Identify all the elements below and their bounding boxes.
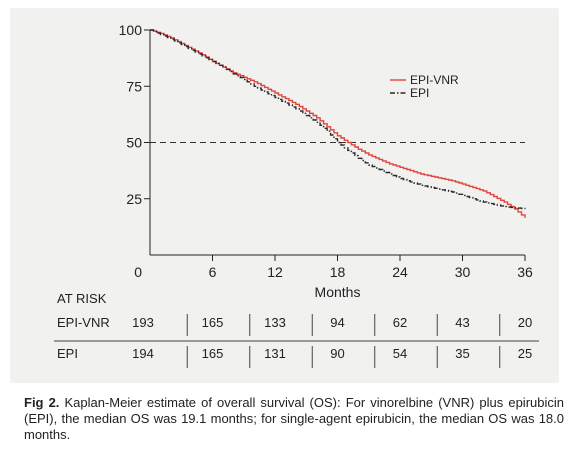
at-risk-value: 193 bbox=[132, 315, 154, 330]
caption-text: Kaplan-Meier estimate of overall surviva… bbox=[24, 395, 564, 442]
x-tick-label-36: 36 bbox=[517, 264, 533, 280]
at-risk-value: 35 bbox=[455, 346, 469, 361]
at-risk-value: 131 bbox=[264, 346, 286, 361]
x-axis-title: Months bbox=[315, 284, 361, 300]
figure-panel: 25 50 75 100 0 6 12 18 24 30 36 Months EPI-VNR EPI A… bbox=[10, 8, 559, 383]
at-risk-table: AT RISK EPI-VNR 193 165 133 94 62 43 20 EPI 194 165… bbox=[54, 291, 539, 368]
caption-label: Fig 2. bbox=[24, 395, 60, 410]
legend-label-epi-vnr: EPI-VNR bbox=[410, 73, 459, 87]
y-tick-label-100: 100 bbox=[119, 22, 143, 38]
y-tick-label-75: 75 bbox=[126, 78, 142, 94]
y-tick-label-50: 50 bbox=[126, 135, 142, 151]
at-risk-value: 165 bbox=[202, 315, 224, 330]
x-tick-label-30: 30 bbox=[455, 264, 471, 280]
x-tick-label-0: 0 bbox=[134, 264, 142, 280]
at-risk-value: 94 bbox=[330, 315, 344, 330]
y-tick-label-25: 25 bbox=[126, 191, 142, 207]
at-risk-value: 133 bbox=[264, 315, 286, 330]
at-risk-row-label: EPI-VNR bbox=[57, 315, 110, 330]
at-risk-title: AT RISK bbox=[57, 291, 107, 306]
at-risk-value: 165 bbox=[202, 346, 224, 361]
at-risk-value: 54 bbox=[393, 346, 407, 361]
at-risk-value: 20 bbox=[518, 315, 532, 330]
at-risk-row-label: EPI bbox=[57, 346, 78, 361]
x-tick-label-24: 24 bbox=[392, 264, 408, 280]
series-layer bbox=[150, 29, 526, 218]
at-risk-value: 90 bbox=[330, 346, 344, 361]
legend-label-epi: EPI bbox=[410, 86, 429, 100]
at-risk-value: 43 bbox=[455, 315, 469, 330]
figure-caption: Fig 2. Kaplan-Meier estimate of overall … bbox=[24, 395, 564, 443]
x-tick-label-6: 6 bbox=[209, 264, 217, 280]
at-risk-value: 25 bbox=[518, 346, 532, 361]
at-risk-value: 194 bbox=[132, 346, 154, 361]
x-tick-label-18: 18 bbox=[330, 264, 346, 280]
series-line-epi-vnr bbox=[150, 29, 526, 218]
axes: 25 50 75 100 0 6 12 18 24 30 36 Months bbox=[119, 22, 533, 300]
x-tick-label-12: 12 bbox=[267, 264, 283, 280]
at-risk-value: 62 bbox=[393, 315, 407, 330]
